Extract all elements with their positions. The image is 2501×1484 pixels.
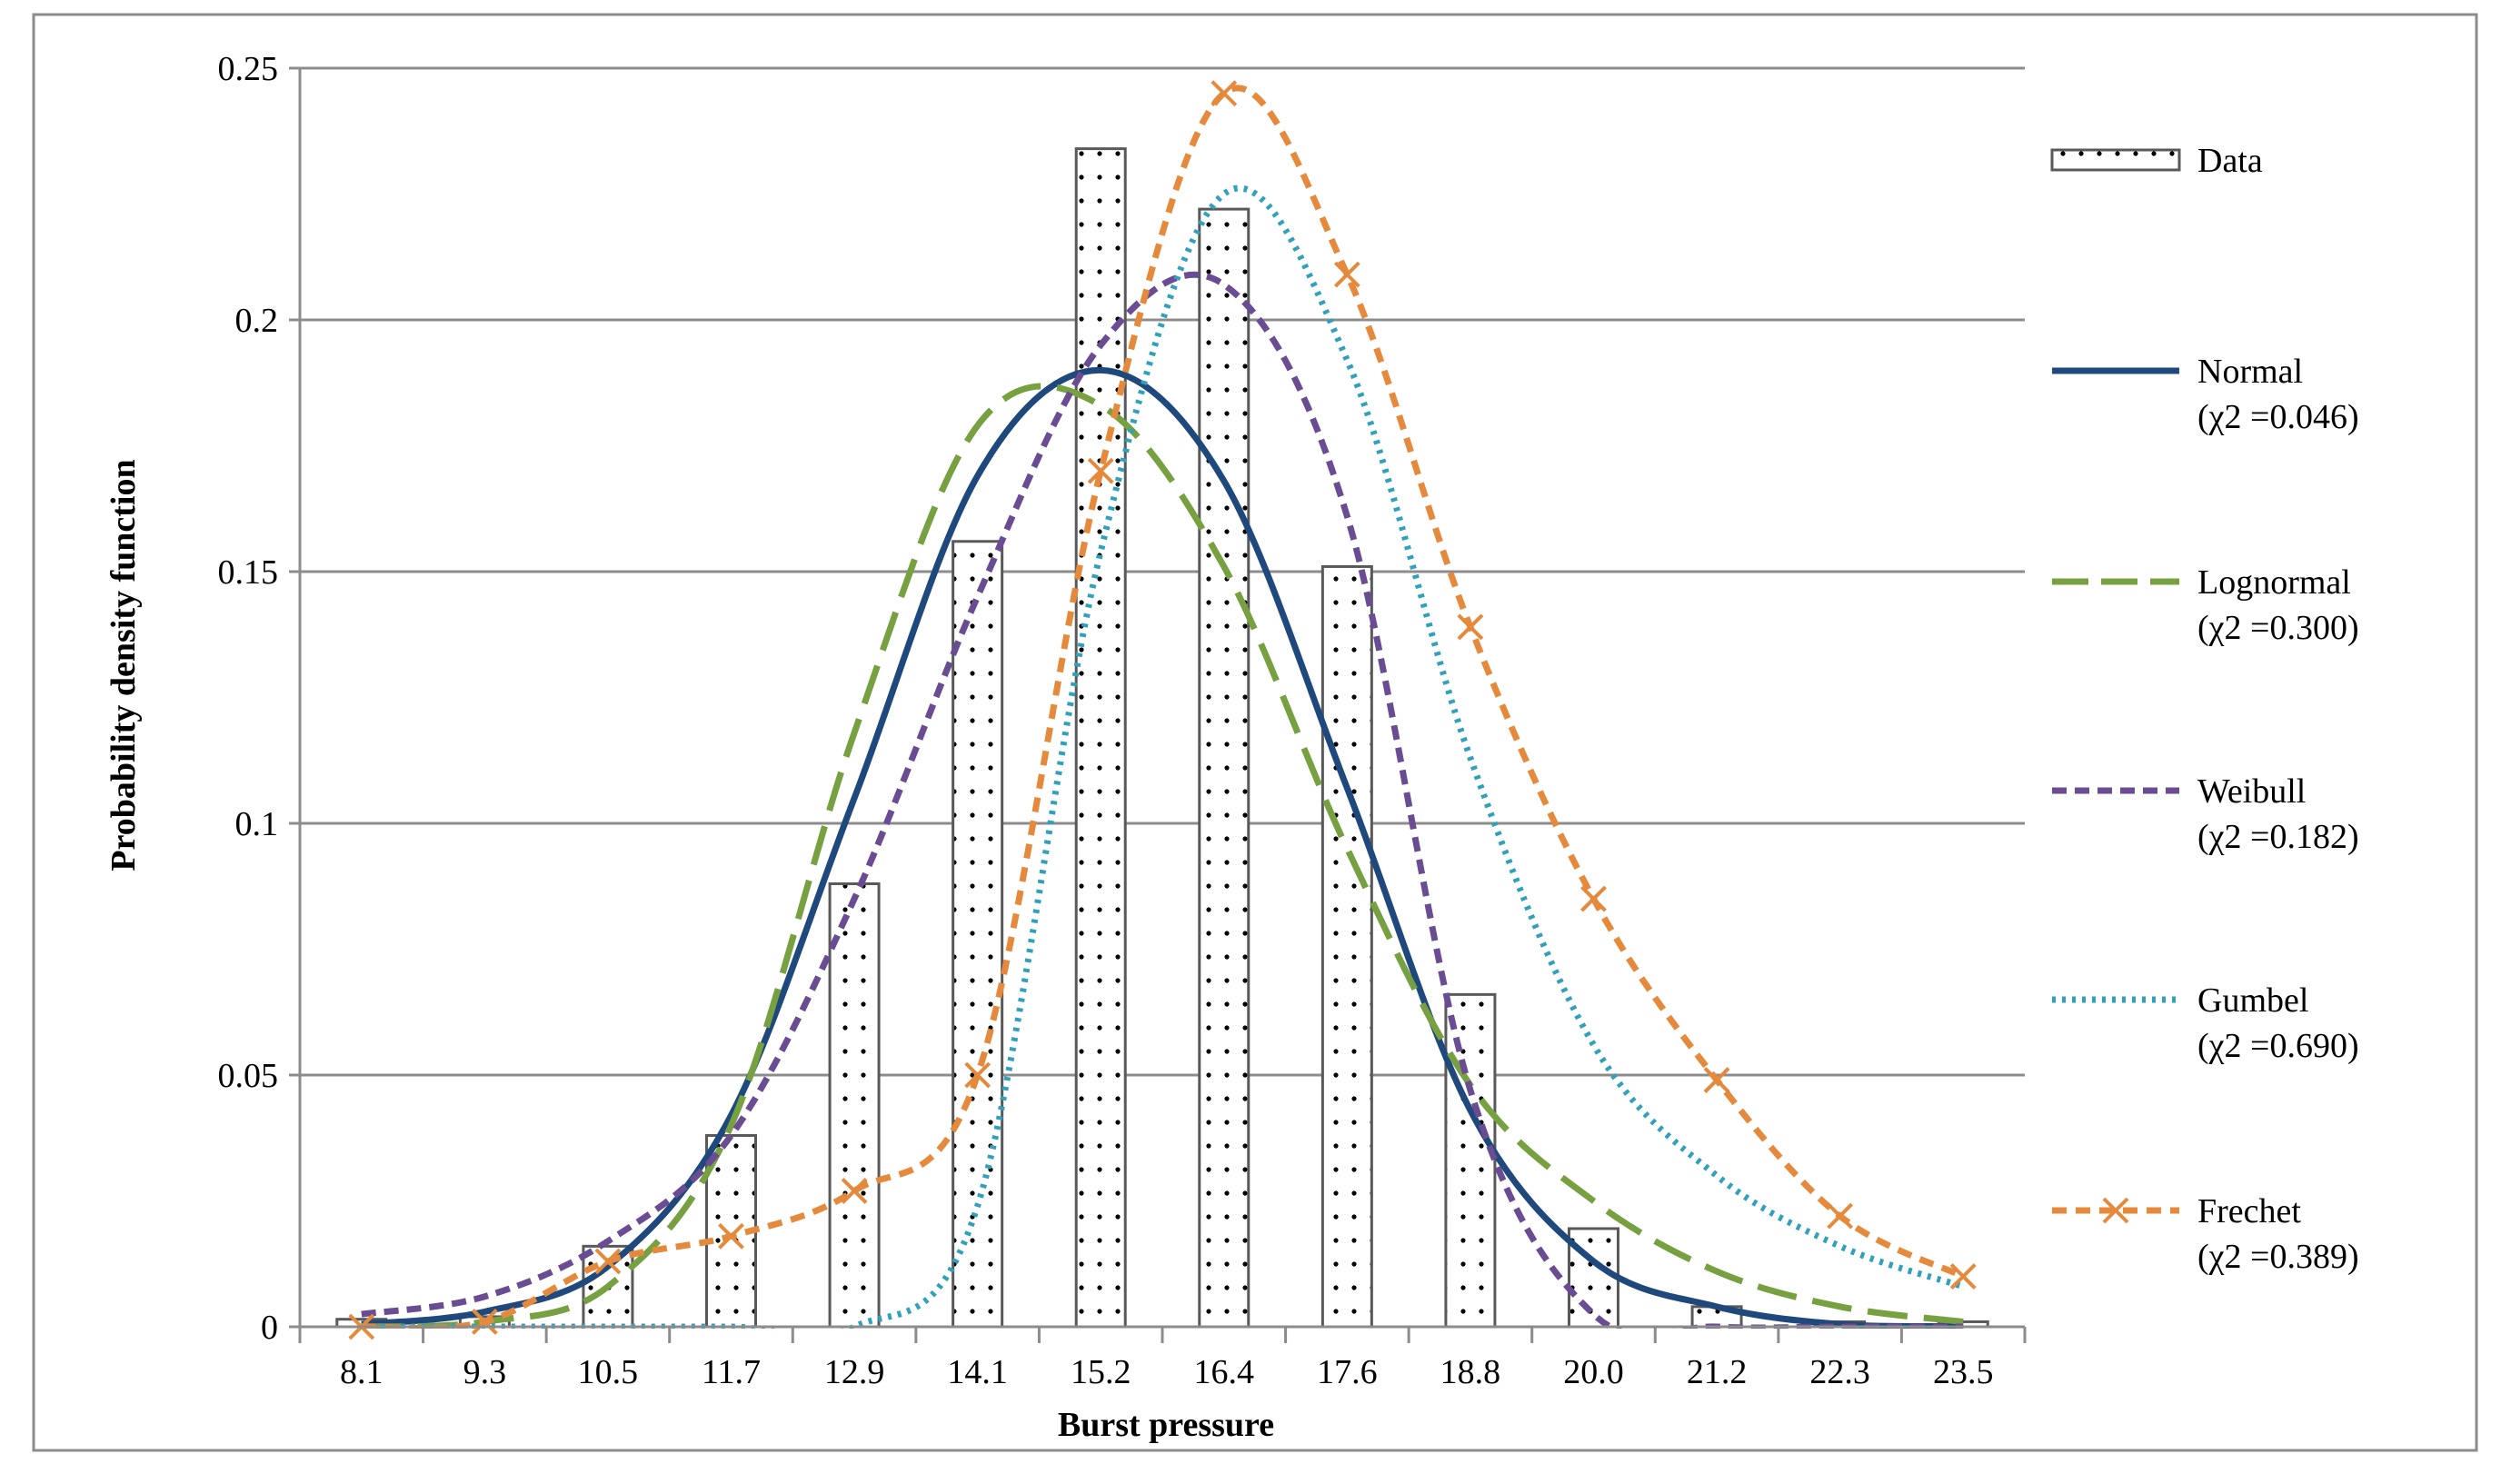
- x-marker: [594, 1248, 622, 1275]
- x-tick-label: 9.3: [463, 1353, 507, 1391]
- legend-label: Frechet: [2197, 1192, 2301, 1230]
- legend-stat: (χ2 =0.690): [2197, 1027, 2359, 1065]
- data-bar-outline: [1320, 564, 1373, 1329]
- frechet-markers: [348, 80, 1977, 1340]
- y-tick-label: 0.15: [218, 553, 279, 592]
- x-marker: [471, 1309, 498, 1335]
- y-tick-labels: 0 0.05 0.1 0.15 0.2 0.25: [218, 50, 279, 1347]
- legend-stat: (χ2 =0.389): [2197, 1238, 2359, 1276]
- legend-label: Gumbel: [2197, 981, 2308, 1020]
- x-marker-stroke: [1457, 613, 1484, 641]
- legend-label: Normal: [2197, 353, 2303, 391]
- data-bar: [952, 540, 1004, 1329]
- x-marker-stroke: [841, 1178, 868, 1204]
- legend-label: Weibull: [2197, 772, 2306, 811]
- legend-stat: (χ2 =0.182): [2197, 818, 2359, 856]
- legend-stat: (χ2 =0.300): [2197, 609, 2359, 647]
- x-marker-stroke: [1087, 457, 1114, 484]
- x-tick-label: 23.5: [1933, 1353, 1994, 1391]
- x-marker: [718, 1222, 744, 1250]
- data-bar: [1444, 992, 1497, 1329]
- x-tick-label: 8.1: [340, 1353, 384, 1391]
- x-tick-label: 16.4: [1194, 1353, 1255, 1391]
- x-marker-stroke: [1211, 80, 1238, 107]
- y-tick-label: 0.1: [235, 805, 279, 843]
- x-tick-labels: 8.1 9.3 10.5 11.7 12.9 14.1 15.2 16.4 17.6 18.8 20…: [298, 1327, 2027, 1391]
- chart-frame: [32, 13, 2478, 1452]
- legend-label: Data: [2197, 142, 2263, 180]
- series-line-normal: [361, 366, 1964, 1329]
- x-tick-label: 15.2: [1071, 1353, 1131, 1391]
- x-marker-stroke: [471, 1309, 498, 1335]
- x-marker: [1580, 885, 1607, 912]
- x-marker: [841, 1178, 868, 1204]
- x-marker-stroke: [1827, 1202, 1854, 1230]
- series-line-weibull: [361, 271, 1964, 1329]
- x-marker-stroke: [1333, 261, 1360, 288]
- legend-item-gumbel: Gumbel (χ2 =0.690): [2052, 981, 2359, 1065]
- x-marker-stroke: [964, 1061, 991, 1089]
- legend-item-normal: Normal (χ2 =0.046): [2052, 353, 2359, 436]
- legend-label: Lognormal: [2197, 563, 2351, 602]
- data-bar-outline: [1198, 207, 1250, 1329]
- x-marker: [964, 1061, 991, 1089]
- x-marker: [1827, 1202, 1854, 1230]
- legend: Data Normal (χ2 =0.046) Lognormal (χ2 =0.300…: [2050, 142, 2359, 1276]
- x-tick-label: 14.1: [947, 1353, 1008, 1391]
- x-marker: [1333, 261, 1360, 288]
- x-marker: [1949, 1263, 1977, 1290]
- gridlines: [289, 66, 2025, 1329]
- x-marker-stroke: [1580, 885, 1607, 912]
- y-tick-label: 0.25: [218, 50, 279, 88]
- x-axis-label: Burst pressure: [1058, 1406, 1274, 1444]
- legend-stat: (χ2 =0.046): [2197, 398, 2359, 436]
- data-bar: [1074, 147, 1127, 1329]
- data-bar-outline: [1444, 992, 1497, 1329]
- x-marker: [1703, 1067, 1730, 1093]
- x-marker-stroke: [1703, 1067, 1730, 1093]
- x-tick-label: 22.3: [1809, 1353, 1870, 1391]
- series-line-frechet: [361, 85, 1965, 1329]
- x-marker-stroke: [1949, 1263, 1977, 1290]
- series-line-lognormal: [361, 383, 1964, 1329]
- x-marker: [1457, 613, 1484, 641]
- legend-item-data: Data: [2050, 142, 2263, 180]
- fit-curves: [361, 85, 1965, 1329]
- y-tick-label: 0.2: [235, 302, 279, 340]
- x-tick-label: 10.5: [578, 1353, 639, 1391]
- data-bar: [1320, 564, 1373, 1329]
- data-bar: [828, 881, 881, 1329]
- x-tick-label: 20.0: [1563, 1353, 1624, 1391]
- x-marker-stroke: [594, 1248, 622, 1275]
- legend-x-marker: [2102, 1197, 2129, 1224]
- x-tick-label: 17.6: [1317, 1353, 1378, 1391]
- data-bar: [1198, 207, 1250, 1329]
- legend-item-frechet: Frechet (χ2 =0.389): [2052, 1192, 2359, 1276]
- x-marker: [1087, 457, 1114, 484]
- x-tick-label: 21.2: [1687, 1353, 1748, 1391]
- legend-swatch: [2050, 148, 2181, 172]
- y-axis-label: Probability density function: [105, 459, 143, 871]
- legend-item-lognormal: Lognormal (χ2 =0.300): [2052, 563, 2359, 647]
- legend-item-weibull: Weibull (χ2 =0.182): [2052, 772, 2359, 856]
- y-tick-label: 0.05: [218, 1057, 279, 1095]
- x-marker: [1211, 80, 1238, 107]
- x-marker-stroke: [718, 1222, 744, 1250]
- x-tick-label: 18.8: [1440, 1353, 1501, 1391]
- x-tick-label: 11.7: [702, 1353, 761, 1391]
- y-tick-label: 0: [261, 1309, 278, 1347]
- data-bar-outline: [952, 540, 1004, 1329]
- data-bar-outline: [828, 881, 881, 1329]
- x-tick-label: 12.9: [824, 1353, 885, 1391]
